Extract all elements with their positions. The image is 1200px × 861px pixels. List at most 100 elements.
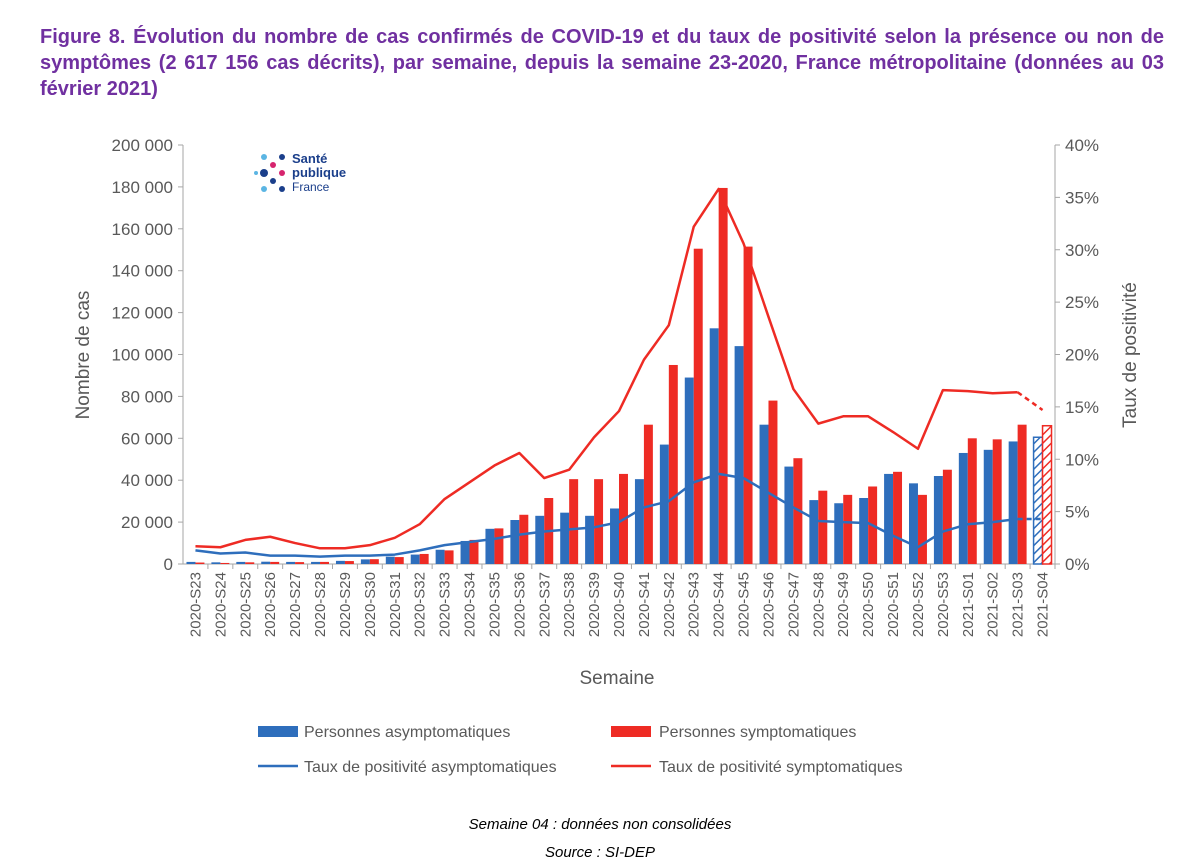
- chart-bars: [186, 187, 1053, 565]
- bar-asymptomatic: [909, 483, 918, 564]
- bar-asymptomatic: [236, 561, 246, 564]
- y-tick-label: 140 000: [112, 262, 173, 281]
- bar-asymptomatic: [784, 466, 794, 564]
- logo-line1: Santé: [292, 151, 327, 166]
- x-tick-label: 2020-S34: [462, 572, 479, 637]
- bar-symptomatic: [444, 550, 454, 564]
- bar-symptomatic: [320, 561, 329, 564]
- y2-tick-label: 35%: [1065, 188, 1099, 207]
- logo-dot: [270, 162, 276, 168]
- bar-symptomatic: [220, 562, 230, 564]
- bar-asymptomatic: [460, 540, 470, 564]
- bar-asymptomatic: [983, 449, 993, 564]
- x-tick-label: 2020-S23: [187, 572, 204, 637]
- bar-asymptomatic: [585, 515, 595, 564]
- y-tick-label: 80 000: [121, 387, 173, 406]
- y2-tick-label: 20%: [1065, 346, 1099, 365]
- x-tick-label: 2020-S28: [312, 572, 329, 637]
- bar-asymptomatic: [709, 328, 719, 564]
- x-tick-label: 2020-S47: [785, 572, 802, 637]
- bar-asymptomatic: [958, 452, 968, 564]
- bar-symptomatic: [270, 561, 280, 564]
- y2-tick-label: 15%: [1065, 398, 1099, 417]
- bar-asymptomatic: [933, 476, 943, 564]
- bar-asymptomatic: [809, 500, 819, 564]
- bar-symptomatic: [245, 562, 255, 564]
- bar-asymptomatic: [385, 556, 395, 564]
- y2-tick-label: 10%: [1065, 450, 1099, 469]
- y-tick-label: 160 000: [112, 220, 173, 239]
- bar-symptomatic: [992, 439, 1002, 564]
- bar-asymptomatic: [261, 561, 271, 564]
- x-tick-label: 2020-S41: [636, 572, 653, 637]
- bar-symptomatic: [195, 562, 205, 564]
- bar-asymptomatic: [485, 528, 495, 564]
- bar-asymptomatic: [610, 508, 619, 564]
- x-tick-label: 2020-S53: [935, 572, 952, 637]
- x-tick-label: 2020-S29: [337, 572, 354, 637]
- bar-symptomatic: [1041, 424, 1053, 565]
- x-tick-label: 2020-S33: [437, 572, 454, 637]
- legend-swatch-sym-bar: [611, 726, 651, 737]
- bar-asymptomatic: [1008, 441, 1018, 564]
- bar-asymptomatic: [510, 520, 520, 564]
- bar-asymptomatic: [435, 549, 445, 564]
- bar-asymptomatic: [410, 554, 420, 564]
- y-tick-label: 180 000: [112, 178, 173, 197]
- y-tick-label: 60 000: [121, 429, 173, 448]
- y2-tick-label: 25%: [1065, 293, 1099, 312]
- legend-label-asym-bar: Personnes asymptomatiques: [304, 724, 510, 741]
- logo-dot: [254, 171, 258, 175]
- bar-symptomatic: [768, 400, 778, 564]
- bar-symptomatic: [718, 187, 728, 564]
- x-tick-label: 2020-S31: [387, 572, 404, 637]
- bar-symptomatic: [1017, 424, 1027, 564]
- x-tick-label: 2020-S48: [810, 572, 827, 637]
- bar-asymptomatic: [360, 559, 370, 564]
- line-positivity-symptomatic-provisional: [1016, 391, 1044, 412]
- source-note: Source : SI-DEP: [544, 844, 656, 861]
- x-tick-label: 2020-S43: [686, 572, 703, 637]
- bar-symptomatic: [469, 539, 479, 564]
- x-tick-label: 2020-S49: [835, 572, 852, 637]
- x-tick-label: 2021-S04: [1035, 572, 1052, 637]
- x-tick-label: 2020-S50: [860, 572, 877, 637]
- logo-dot: [261, 154, 267, 160]
- bar-symptomatic: [693, 248, 703, 564]
- bar-symptomatic: [818, 490, 828, 564]
- x-tick-label: 2020-S52: [910, 572, 927, 637]
- bar-symptomatic: [668, 364, 678, 564]
- y2-axis-label: Taux de positivité: [1120, 282, 1141, 428]
- bar-symptomatic: [843, 494, 853, 564]
- logo-dot: [279, 186, 285, 192]
- x-tick-label: 2020-S25: [237, 572, 254, 637]
- legend-swatch-asym-bar: [258, 726, 298, 737]
- bar-asymptomatic: [311, 561, 321, 564]
- x-tick-label: 2021-S01: [960, 572, 977, 637]
- x-tick-label: 2020-S45: [736, 572, 753, 637]
- bar-asymptomatic: [560, 512, 570, 564]
- bar-symptomatic: [295, 562, 305, 564]
- bar-asymptomatic: [286, 561, 296, 564]
- y-tick-label: 200 000: [112, 136, 173, 155]
- bar-asymptomatic: [834, 503, 844, 564]
- bar-asymptomatic: [535, 515, 545, 564]
- x-tick-label: 2020-S42: [661, 572, 678, 637]
- x-tick-label: 2021-S02: [985, 572, 1002, 637]
- bar-symptomatic: [917, 494, 927, 564]
- legend-label-sym-bar: Personnes symptomatiques: [659, 724, 856, 741]
- legend-label-sym-line: Taux de positivité symptomatiques: [659, 759, 903, 776]
- bar-symptomatic: [643, 424, 653, 564]
- bar-symptomatic: [494, 528, 504, 564]
- logo-line3: France: [292, 180, 330, 194]
- bar-symptomatic: [893, 471, 903, 564]
- bar-asymptomatic: [335, 560, 345, 564]
- y-tick-label: 0: [164, 555, 173, 574]
- bar-asymptomatic: [884, 473, 894, 564]
- x-tick-label: 2020-S36: [511, 572, 528, 637]
- x-tick-label: 2020-S32: [412, 572, 429, 637]
- y2-tick-label: 40%: [1065, 136, 1099, 155]
- x-tick-label: 2020-S35: [486, 572, 503, 637]
- chart-legend: Personnes asymptomatiques Personnes symp…: [258, 724, 903, 776]
